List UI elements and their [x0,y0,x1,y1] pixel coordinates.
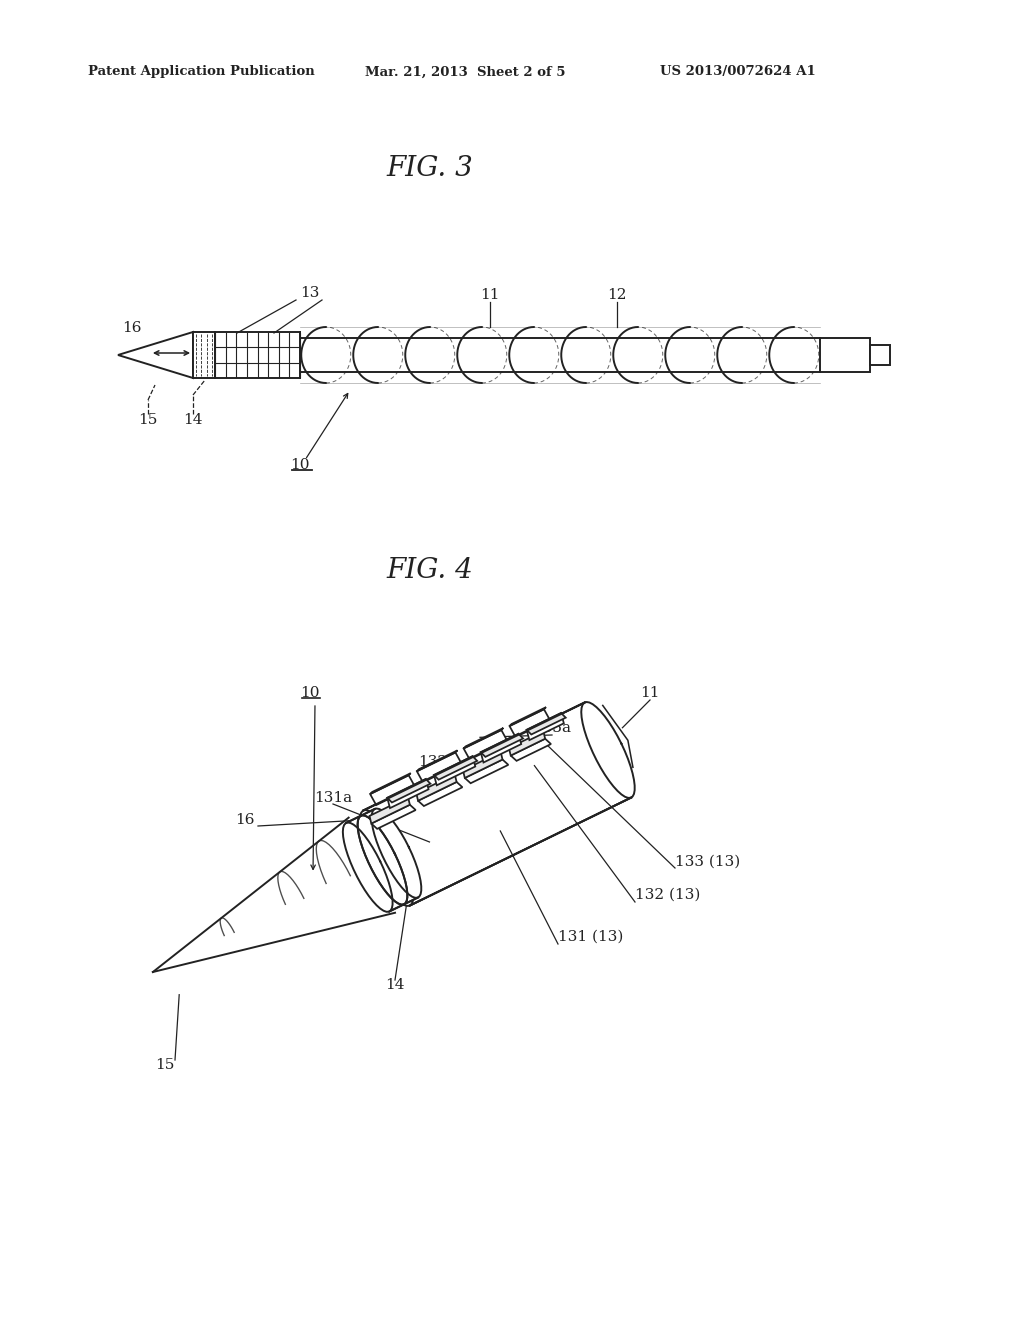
Text: Patent Application Publication: Patent Application Publication [88,66,314,78]
Polygon shape [526,713,564,741]
Text: 11: 11 [640,686,659,700]
Polygon shape [510,708,546,726]
Text: FIG. 3: FIG. 3 [387,154,473,181]
Polygon shape [582,702,635,797]
Text: FIG. 4: FIG. 4 [387,557,473,583]
Polygon shape [387,779,428,808]
Polygon shape [360,809,418,904]
Polygon shape [368,814,414,898]
Polygon shape [480,734,521,763]
Polygon shape [352,814,411,907]
Polygon shape [526,713,565,734]
Text: 16: 16 [236,813,255,828]
Text: 10: 10 [290,458,309,473]
Polygon shape [464,730,508,759]
Polygon shape [343,822,392,912]
Polygon shape [417,750,458,771]
Text: 14: 14 [385,978,404,993]
Polygon shape [118,333,193,378]
Polygon shape [153,817,395,972]
Text: 13: 13 [300,286,319,300]
Text: Mar. 21, 2013  Sheet 2 of 5: Mar. 21, 2013 Sheet 2 of 5 [365,66,565,78]
Text: US 2013/0072624 A1: US 2013/0072624 A1 [660,66,816,78]
Text: 131 (13): 131 (13) [558,931,624,944]
Bar [193,333,215,378]
Polygon shape [464,727,504,748]
Polygon shape [511,739,551,760]
Polygon shape [370,775,415,805]
Text: 10: 10 [300,686,319,700]
Polygon shape [417,775,457,801]
Text: 15: 15 [156,1059,175,1072]
Text: 133 (13): 133 (13) [675,855,740,869]
Bar [215,333,300,378]
Text: 131a: 131a [314,791,352,805]
Text: 132 (13): 132 (13) [635,888,700,902]
Polygon shape [510,709,550,737]
Polygon shape [465,759,508,783]
Text: 11: 11 [480,288,500,302]
Polygon shape [509,731,545,755]
Polygon shape [463,752,503,777]
Text: 133a: 133a [534,721,571,735]
Polygon shape [418,781,463,807]
Text: 15: 15 [138,413,158,426]
Bar [870,345,890,366]
Text: 132a: 132a [418,755,456,770]
Text: 12: 12 [607,288,627,302]
Polygon shape [349,824,395,907]
Polygon shape [480,734,523,756]
Text: 14: 14 [183,413,203,426]
Polygon shape [357,816,408,904]
Polygon shape [370,774,411,795]
Polygon shape [372,809,421,898]
Text: 16: 16 [122,321,141,335]
Polygon shape [357,816,408,904]
Polygon shape [346,816,404,912]
Polygon shape [359,810,414,906]
Polygon shape [417,752,462,783]
Polygon shape [434,756,477,780]
Polygon shape [372,805,416,829]
Polygon shape [434,756,475,785]
Polygon shape [387,779,430,803]
Polygon shape [370,797,410,824]
Bar [820,338,870,372]
Polygon shape [364,702,631,906]
